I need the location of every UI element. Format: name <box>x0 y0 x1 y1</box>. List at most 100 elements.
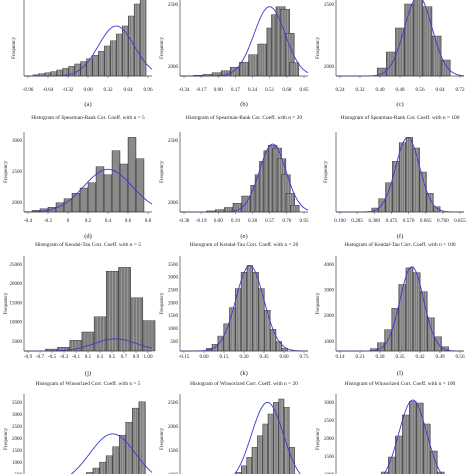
x-tick-label: 0.00 <box>214 87 223 93</box>
x-tick-label: 0.76 <box>282 218 291 224</box>
x-tick-label: 0.1 <box>85 354 92 360</box>
histogram-panel-7: -0.9 -0.7 -0.5 -0.3 -0.1 0.1 0.3 0.5 0.7 0.9 1.00 5… <box>3 241 156 377</box>
y-tick-label: 2500 <box>168 3 179 8</box>
y-axis-label: Frequency <box>315 428 321 450</box>
y-tick-label: 3000 <box>168 276 179 281</box>
x-tick-label: -0.38 <box>179 218 190 224</box>
histogram-panel-6: 0.190 0.285 0.380 0.475 0.570 0.665 0.760 0.855… <box>323 114 466 240</box>
panel-label: (d) <box>84 233 92 240</box>
x-tick-label: 0.2 <box>85 218 92 224</box>
x-tick-label: 0.19 <box>231 218 240 224</box>
y-tick-label: 1500 <box>12 449 23 454</box>
x-tick-label: 0.72 <box>455 87 464 93</box>
y-tick-label: 500 <box>15 473 23 474</box>
x-tick-label: 0.15 <box>219 354 228 360</box>
x-tick-label: -0.9 <box>24 354 33 360</box>
y-tick-label: 2000 <box>168 65 179 70</box>
x-tick-label: 0.35 <box>395 354 404 360</box>
y-tick-label: 1000 <box>168 327 179 332</box>
x-tick-label: 0.51 <box>265 87 274 93</box>
x-tick-label: 0.40 <box>375 87 384 93</box>
y-tick-label: 2500 <box>324 419 335 424</box>
y-axis-label: Frequency <box>315 37 321 59</box>
x-tick-label: -0.4 <box>24 218 33 224</box>
y-axis-label: Frequency <box>3 161 9 183</box>
x-tick-label: 0.760 <box>437 218 449 224</box>
x-tick-label: -0.5 <box>48 354 57 360</box>
y-tick-label: 10000 <box>10 321 23 326</box>
y-tick-label: 2000 <box>168 201 179 206</box>
x-tick-label: 0.32 <box>103 87 112 93</box>
panel-label: (f) <box>397 233 404 240</box>
x-tick-label: -0.2 <box>44 218 53 224</box>
x-tick-label: 0.85 <box>299 87 308 93</box>
y-tick-label: 2000 <box>12 437 23 442</box>
x-tick-label: 0.00 <box>83 87 92 93</box>
panel-title: Histogram of Spearman-Rank Cor. Coeff. w… <box>341 114 460 121</box>
x-tick-label: 0.56 <box>455 354 464 360</box>
x-tick-label: 0.5 <box>109 354 116 360</box>
y-tick-label: 3500 <box>168 263 179 268</box>
y-tick-label: 1000 <box>324 473 335 474</box>
x-tick-label: 0.14 <box>335 354 344 360</box>
histogram-panel-11: 1000 1500 2000 2500 Frequency Histogram of Wi… <box>159 380 301 474</box>
y-tick-label: 1500 <box>168 314 179 319</box>
y-tick-label: 2000 <box>324 437 335 442</box>
x-tick-label: 0.380 <box>368 218 380 224</box>
panel-label: (e) <box>240 233 247 240</box>
histogram-panel-8: -0.15 0.00 0.15 0.30 0.45 0.60 0.75 500 1000 1500… <box>159 241 309 377</box>
x-tick-label: 0.00 <box>199 354 208 360</box>
x-tick-label: 0.56 <box>415 87 424 93</box>
y-tick-label: 2000 <box>12 201 23 206</box>
y-tick-label: 2500 <box>324 3 335 8</box>
y-axis-label: Frequency <box>11 37 17 59</box>
y-tick-label: 1000 <box>168 473 179 474</box>
x-tick-label: -0.3 <box>60 354 69 360</box>
y-tick-label: 2500 <box>12 170 23 175</box>
x-tick-label: -0.34 <box>179 87 190 93</box>
x-tick-label: -0.32 <box>63 87 74 93</box>
panel-label: (c) <box>396 101 403 108</box>
x-tick-label: 0.64 <box>435 87 444 93</box>
panel-title: Histogram of Spearman-Rank Cor. Coeff. w… <box>186 114 302 121</box>
histogram-panel-9: 0.14 0.21 0.28 0.35 0.42 0.49 0.56 1000 2000 3000… <box>315 241 465 377</box>
y-axis-label: Frequency <box>315 292 321 314</box>
y-tick-label: 2000 <box>168 301 179 306</box>
x-tick-label: -0.17 <box>196 87 207 93</box>
x-tick-label: 0.95 <box>299 218 308 224</box>
histogram-panel-2: -0.34 -0.17 0.00 0.17 0.34 0.51 0.68 0.85 2000 25… <box>159 0 309 108</box>
panel-title: Histogram of Spearman-Rank Cor. Coeff. w… <box>31 114 145 121</box>
x-tick-label: 0.00 <box>214 218 223 224</box>
x-tick-label: 0.6 <box>125 218 132 224</box>
x-tick-label: 0.30 <box>239 354 248 360</box>
histogram-panel-1: -0.96 -0.64 -0.32 0.00 0.32 0.64 0.96 Frequency… <box>11 0 153 108</box>
y-tick-label: 2500 <box>168 288 179 293</box>
y-tick-label: 3000 <box>324 288 335 293</box>
y-axis-label: Frequency <box>3 428 9 450</box>
x-tick-label: 0.665 <box>420 218 432 224</box>
histogram-panel-10: 500 1000 1500 2000 2500 3000 3500 Frequency Hist… <box>3 380 153 474</box>
x-tick-label: -0.15 <box>179 354 190 360</box>
y-tick-label: 3500 <box>12 401 23 406</box>
y-tick-label: 2500 <box>168 139 179 144</box>
x-tick-label: 0.96 <box>143 87 152 93</box>
x-tick-label: -0.19 <box>196 218 207 224</box>
x-tick-label: 0.38 <box>248 218 257 224</box>
y-axis-label: Frequency <box>3 292 9 314</box>
panel-label: (k) <box>240 370 248 377</box>
y-axis-label: Frequency <box>159 161 165 183</box>
panel-label: (j) <box>85 370 91 377</box>
x-tick-label: 1.00 <box>143 354 152 360</box>
x-tick-label: 0.475 <box>386 218 398 224</box>
x-tick-label: -0.7 <box>36 354 45 360</box>
normal-fit-curve <box>70 433 153 474</box>
x-tick-label: 0.34 <box>248 87 257 93</box>
y-tick-label: 3000 <box>324 401 335 406</box>
x-tick-label: 0.855 <box>454 218 466 224</box>
panel-label: (b) <box>240 101 248 108</box>
y-axis-label: Frequency <box>159 292 165 314</box>
panel-title: Histogram of Winsorized Corr. Coeff. wit… <box>190 380 298 387</box>
panel-title: Histogram of Winsorized Corr. Coeff. wit… <box>35 380 140 387</box>
panel-title: Histogram of Kendal-Tau Corr. Coeff. wit… <box>190 241 299 248</box>
